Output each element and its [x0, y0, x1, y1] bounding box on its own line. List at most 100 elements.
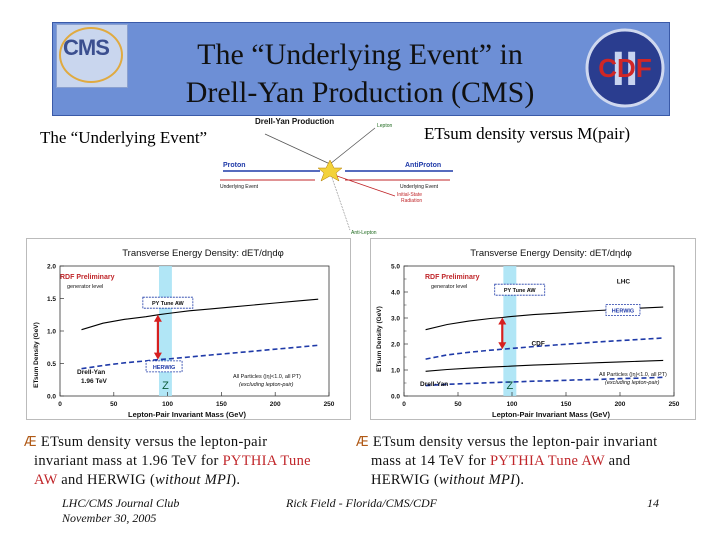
series-line-1 — [81, 344, 319, 370]
y-tick-label: 0.0 — [47, 394, 56, 401]
bullet-right-line2: mass at 14 TeV for PYTHIA Tune AW and — [356, 452, 708, 471]
bullet-left-text2: invariant mass at 1.96 TeV for — [34, 453, 223, 469]
bullet-right-text4: HERWIG ( — [371, 472, 440, 488]
bullet-arrow-icon: Æ — [24, 435, 37, 450]
title-banner — [52, 22, 670, 116]
bullet-left-line2: invariant mass at 1.96 TeV for PYTHIA Tu… — [24, 452, 369, 471]
footer-left: LHC/CMS Journal Club November 30, 2005 — [62, 496, 179, 526]
y-tick-label: 2.0 — [47, 264, 56, 271]
x-tick-label: 100 — [507, 401, 518, 408]
x-tick-label: 250 — [669, 401, 680, 408]
bullet-left-line3: AW and HERWIG (without MPI). — [24, 471, 369, 490]
plot-right-ylabel: ETsum Density (GeV) — [376, 306, 383, 372]
x-tick-label: 50 — [110, 401, 118, 408]
right-heading: ETsum density versus M(pair) — [424, 124, 631, 143]
plot-left: Transverse Energy Density: dET/dηdφ 0.00… — [33, 248, 335, 419]
plot-left-cuts2: (excluding lepton-pair) — [239, 382, 294, 388]
bullet-right-text5: ). — [515, 472, 525, 488]
x-tick-label: 50 — [454, 401, 462, 408]
bullet-arrow-icon: Æ — [356, 435, 369, 450]
y-tick-label: 0.5 — [47, 361, 56, 368]
plot-right-title: Transverse Energy Density: dET/dηdφ — [470, 248, 632, 259]
plot-right: Transverse Energy Density: dET/dηdφ 0.0 1… — [376, 248, 680, 419]
diagram-isr-line — [336, 175, 396, 197]
series-label-py: PY Tune AW — [504, 288, 536, 294]
left-heading: The “Underlying Event” — [40, 128, 208, 147]
footer-author: Rick Field - Florida/CMS/CDF — [286, 496, 437, 510]
plot-left-energy-label: 1.96 TeV — [81, 378, 108, 385]
x-tick-label: 150 — [561, 401, 572, 408]
slide-title: The “Underlying Event” in Drell-Yan Prod… — [140, 36, 580, 112]
bullet-right-line3: HERWIG (without MPI). — [356, 471, 708, 490]
x-tick-label: 200 — [615, 401, 626, 408]
diagram-antilepton-label: Anti-Lepton — [351, 230, 377, 236]
drell-yan-diagram: Drell-Yan Production Lepton Anti-Lepton … — [220, 117, 453, 236]
diagram-isr-label2: Radiation — [401, 198, 422, 204]
cms-logo: CMS — [56, 24, 128, 88]
plot-right-cuts1: All Particles (|η|<1.0, all PT) — [599, 372, 667, 378]
cms-logo-ring — [59, 27, 123, 83]
label-box-herwig — [605, 304, 641, 316]
bullet-left-text1: ETsum density versus the lepton-pair — [40, 434, 268, 450]
z-label: Z — [162, 380, 169, 392]
cdf-logo-text: CDF — [598, 53, 651, 83]
x-tick-label: 250 — [324, 401, 335, 408]
plot-left-process-label: Drell-Yan — [77, 369, 105, 376]
plot-left-generator-level: generator level — [67, 284, 103, 290]
plot-right-xlabel: Lepton-Pair Invariant Mass (GeV) — [492, 410, 610, 419]
series-line-0 — [81, 298, 319, 331]
y-tick-label: 2.0 — [391, 342, 400, 349]
x-tick-label: 0 — [58, 401, 62, 408]
plot-right-cuts2: (excluding lepton-pair) — [605, 380, 660, 386]
x-tick-label: 100 — [162, 401, 173, 408]
series-line-3 — [425, 376, 664, 387]
y-tick-label: 1.0 — [47, 329, 56, 336]
series-line-1 — [425, 337, 664, 360]
slide-title-line2: Drell-Yan Production (CMS) — [185, 76, 535, 109]
difference-arrow-head-up — [498, 317, 507, 325]
diagram-collision-star — [317, 159, 343, 182]
series-label-py: PY Tune AW — [152, 301, 184, 307]
bullet-right-text2: mass at 14 TeV for — [371, 453, 490, 469]
cdf-logo-numeral: II — [612, 43, 639, 96]
slide-title-line1: The “Underlying Event” in — [197, 38, 523, 71]
plot-right-process-label: Drell-Yan — [420, 381, 448, 388]
diagram-lepton-line — [329, 127, 376, 165]
series-line-2 — [425, 359, 664, 372]
bullet-right-nompi: without MPI — [439, 472, 516, 488]
plot-area — [59, 265, 330, 397]
plot-left-cuts1: All Particles (|η|<1.0, all PT) — [233, 374, 301, 380]
plot-right-preliminary: RDF Preliminary — [425, 274, 480, 281]
plot-right-frame: Transverse Energy Density: dET/dηdφ 0.0 1… — [370, 238, 696, 420]
difference-arrow-head-down — [498, 342, 507, 350]
diagram-lepton-line-left — [264, 133, 331, 165]
z-band — [503, 266, 517, 396]
plot-right-body: 0.0 1.0 2.0 3.0 4.0 5.0 0 50 100 150 200 250 Z PY Tun… — [391, 264, 680, 409]
diagram-proton-label: Proton — [223, 162, 246, 169]
x-tick-label: 0 — [402, 401, 406, 408]
x-tick-label: 200 — [270, 401, 281, 408]
series-label-lhc: LHC — [617, 279, 631, 286]
y-tick-label: 1.0 — [391, 368, 400, 375]
diagram-antilepton-line — [329, 171, 351, 231]
difference-arrow-head-up — [153, 314, 162, 322]
bullet-left-line1: Æ ETsum density versus the lepton-pair — [24, 433, 369, 452]
plot-left-ylabel: ETsum Density (GeV) — [33, 322, 40, 388]
footer-date: November 30, 2005 — [62, 511, 157, 525]
bullet-right-text1: ETsum density versus the lepton-pair inv… — [372, 434, 658, 450]
label-box-py — [142, 296, 194, 309]
diagram-antiproton-label: AntiProton — [405, 162, 441, 169]
bullet-left-text4: ). — [231, 472, 241, 488]
diagram-top-label: Drell-Yan Production — [255, 117, 334, 126]
series-label-herwig: HERWIG — [153, 365, 176, 371]
y-tick-label: 5.0 — [391, 264, 400, 271]
y-tick-label: 0.0 — [391, 394, 400, 401]
cdf-logo-disc — [585, 28, 665, 108]
x-tick-label: 150 — [216, 401, 227, 408]
footer-page-number: 14 — [647, 496, 659, 510]
bullet-right: Æ ETsum density versus the lepton-pair i… — [356, 433, 708, 490]
cdf-logo: II CDF — [585, 28, 665, 108]
bullet-left: Æ ETsum density versus the lepton-pair i… — [24, 433, 369, 490]
plot-right-generator-level: generator level — [431, 284, 467, 290]
diagram-isr-label1: Initial-State — [397, 192, 422, 198]
